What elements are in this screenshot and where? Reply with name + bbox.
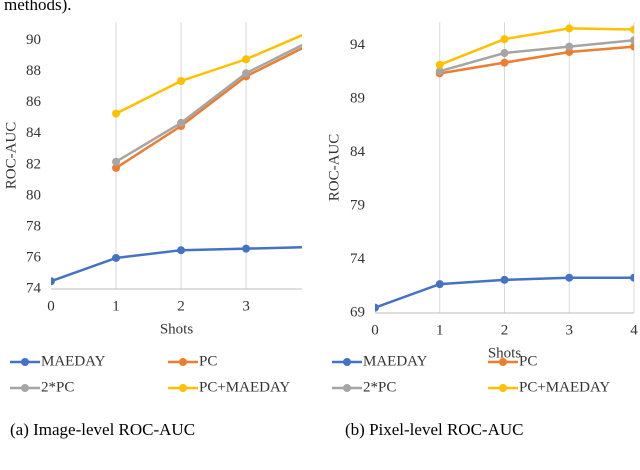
x-tick-label: 2	[501, 322, 509, 338]
y-tick-label: 84	[350, 144, 366, 160]
point	[435, 67, 444, 76]
point	[375, 303, 379, 312]
point	[242, 244, 251, 253]
point	[565, 42, 574, 51]
point	[500, 275, 509, 284]
x-axis-label: Shots	[488, 345, 522, 361]
legend-label: PC	[199, 353, 217, 369]
x-tick-label: 3	[242, 298, 250, 314]
point	[435, 60, 444, 69]
y-tick-label: 76	[26, 249, 42, 265]
legend-label: PC+MAEDAY	[199, 379, 290, 395]
point	[177, 246, 186, 255]
legend-marker	[343, 358, 351, 366]
x-tick-label: 4	[630, 322, 638, 338]
plot	[51, 27, 315, 286]
x-tick-label: 1	[112, 298, 120, 314]
y-tick-label: 88	[26, 63, 41, 79]
point	[630, 36, 634, 45]
point	[307, 243, 315, 251]
point	[177, 76, 186, 85]
y-tick-label: 74	[26, 280, 42, 296]
y-tick-label: 84	[26, 125, 42, 141]
point	[51, 277, 55, 286]
point	[112, 163, 121, 172]
legend-marker	[499, 358, 507, 366]
point	[565, 24, 574, 33]
y-tick-label: 94	[350, 37, 366, 53]
x-axis-label: Shots	[160, 321, 194, 337]
legend-label: PC	[519, 353, 537, 369]
y-axis-label: ROC-AUC	[326, 134, 342, 202]
y-tick-label: 80	[26, 187, 41, 203]
point	[112, 109, 121, 118]
x-tick-label: 0	[47, 298, 55, 314]
y-tick-label: 79	[350, 197, 365, 213]
y-tick-label: 74	[350, 251, 366, 267]
point	[500, 35, 509, 44]
point	[435, 280, 444, 289]
point	[630, 273, 634, 282]
series-line	[439, 27, 634, 66]
point	[630, 42, 634, 51]
series-line	[439, 45, 634, 75]
legend-marker	[343, 384, 351, 392]
y-tick-label: 89	[350, 90, 365, 106]
series-line	[115, 43, 302, 163]
legend-label: 2*PC	[363, 379, 396, 395]
caption: (a) Image-level ROC-AUC	[10, 420, 195, 439]
point	[242, 69, 251, 78]
y-tick-label: 69	[350, 304, 365, 320]
series-line	[439, 38, 634, 73]
legend-marker	[21, 358, 29, 366]
x-tick-label: 3	[566, 322, 574, 338]
point	[500, 58, 509, 67]
point	[177, 118, 186, 127]
legend-label: PC+MAEDAY	[519, 379, 610, 395]
series-line	[115, 33, 302, 115]
point	[242, 55, 251, 64]
legend-marker	[499, 384, 507, 392]
legend-marker	[179, 384, 187, 392]
point	[112, 253, 121, 262]
y-tick-label: 82	[26, 156, 41, 172]
series-line	[115, 46, 302, 169]
x-tick-label: 0	[371, 322, 379, 338]
legend-label: MAEDAY	[41, 353, 106, 369]
y-axis-label: ROC-AUC	[3, 122, 19, 190]
x-tick-label: 1	[436, 322, 444, 338]
y-tick-label: 90	[26, 32, 41, 48]
caption: (b) Pixel-level ROC-AUC	[345, 420, 523, 439]
point	[565, 273, 574, 282]
point	[307, 27, 315, 35]
legend-marker	[21, 384, 29, 392]
y-tick-label: 78	[26, 218, 41, 234]
point	[500, 49, 509, 58]
point	[307, 40, 315, 48]
legend-label: MAEDAY	[363, 353, 428, 369]
plot	[375, 24, 634, 312]
point	[112, 157, 121, 166]
y-tick-label: 86	[26, 94, 42, 110]
header-text: methods).	[4, 0, 72, 14]
legend-label: 2*PC	[41, 379, 74, 395]
point	[630, 25, 634, 34]
legend-marker	[179, 358, 187, 366]
point	[307, 37, 315, 45]
x-tick-label: 2	[177, 298, 185, 314]
